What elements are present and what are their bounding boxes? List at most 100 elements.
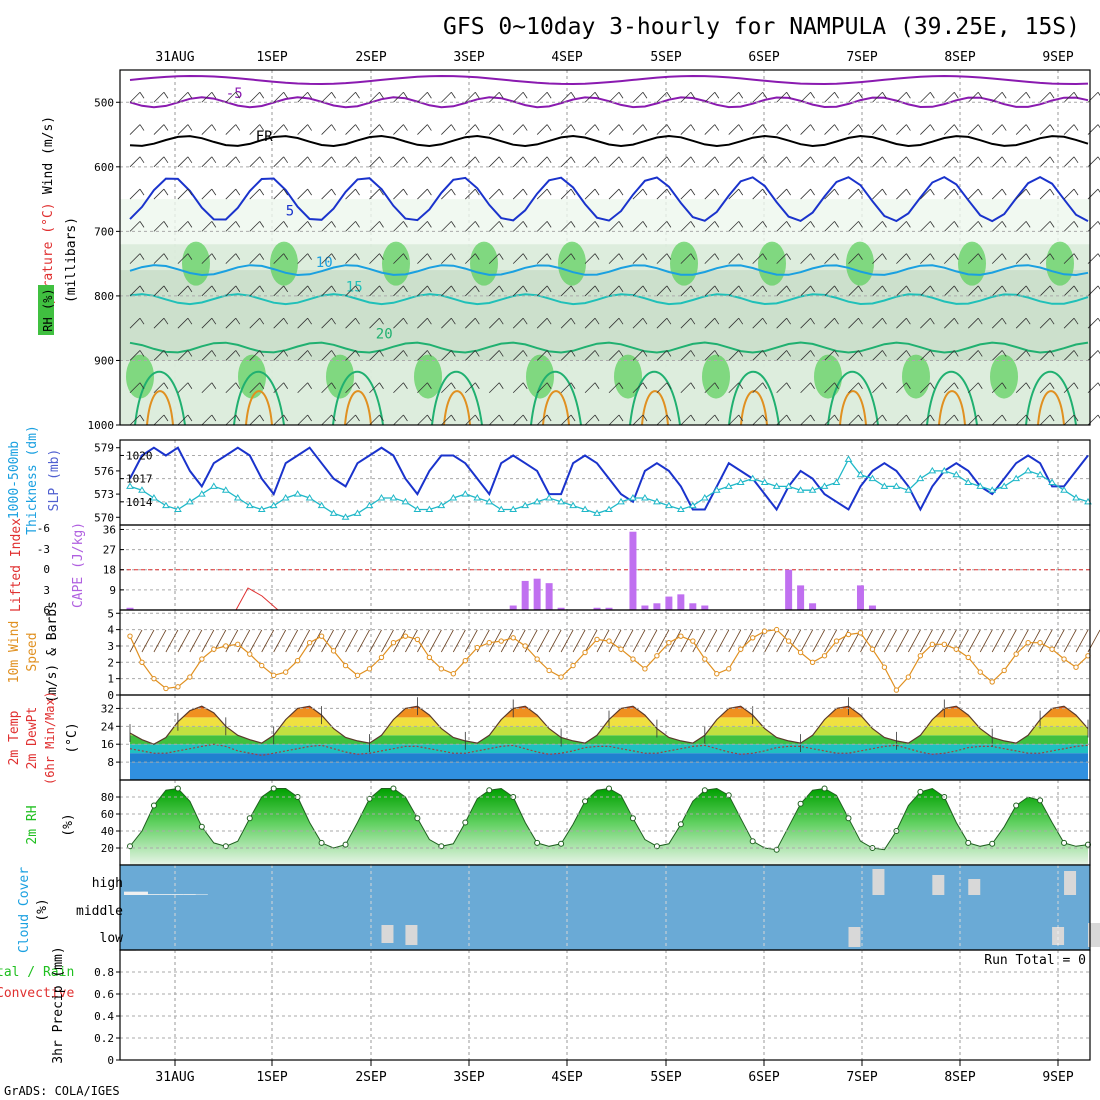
wind-speed-point bbox=[139, 659, 145, 666]
wind-barb bbox=[393, 317, 404, 329]
wind-barb-flag bbox=[810, 414, 815, 422]
wind-barb bbox=[608, 156, 620, 168]
wind-barb bbox=[608, 91, 620, 103]
rh-point bbox=[174, 785, 181, 792]
wind-barb bbox=[848, 350, 859, 361]
wind-barb bbox=[177, 629, 191, 653]
wind-speed-point bbox=[857, 630, 864, 636]
wind-barb-flag bbox=[977, 188, 983, 196]
wind-barb bbox=[967, 253, 979, 264]
wind-barb bbox=[1063, 188, 1075, 200]
wind-barb-flag bbox=[403, 285, 408, 293]
wind-barb bbox=[967, 350, 979, 361]
wind-barb-flag bbox=[666, 317, 672, 325]
wind-barb-flag bbox=[427, 382, 432, 389]
wind-barb-flag bbox=[451, 285, 456, 293]
wind-speed-point bbox=[750, 635, 756, 641]
isotherm-loop bbox=[542, 390, 570, 426]
wind-barb bbox=[584, 253, 596, 264]
cape-bar bbox=[593, 607, 601, 610]
wind-barb bbox=[141, 629, 155, 653]
rh-point bbox=[558, 840, 565, 847]
wind-barb-flag bbox=[930, 253, 935, 260]
tick-label: 900 bbox=[94, 354, 114, 367]
wind-barb-flag bbox=[594, 92, 600, 99]
wind-speed-point bbox=[869, 646, 876, 652]
rh-point bbox=[582, 798, 589, 805]
thickness-point bbox=[449, 493, 458, 501]
wind-speed-point bbox=[1073, 664, 1079, 670]
wind-barb-flag bbox=[642, 92, 648, 99]
wind-barb-flag bbox=[1073, 414, 1079, 422]
wind-speed-point bbox=[642, 666, 648, 672]
wind-barb-flag bbox=[1049, 317, 1055, 325]
wind-barb bbox=[249, 629, 263, 653]
wind-barb bbox=[1003, 629, 1017, 653]
wind-barb-flag bbox=[355, 350, 360, 357]
thickness-point bbox=[126, 482, 134, 489]
thickness-point bbox=[545, 493, 554, 501]
wind-barb bbox=[608, 350, 620, 361]
wind-barb bbox=[201, 221, 213, 232]
wind-barb-flag bbox=[307, 285, 312, 293]
thickness-point bbox=[209, 482, 218, 489]
bottom-date-label: 1SEP bbox=[256, 1070, 287, 1085]
rh-point bbox=[965, 839, 972, 846]
isotherm-loop bbox=[1025, 370, 1077, 426]
wind-barb bbox=[800, 124, 811, 135]
rh-high-blob bbox=[126, 354, 154, 399]
wind-barb bbox=[417, 285, 428, 297]
wind-speed-point bbox=[1025, 639, 1031, 646]
thickness-point bbox=[581, 505, 589, 513]
wind-barb bbox=[369, 91, 380, 103]
wind-barb-flag bbox=[522, 382, 528, 389]
wind-barb-flag bbox=[738, 253, 744, 260]
wind-barb-flag bbox=[139, 253, 145, 260]
wind-barb-flag bbox=[810, 92, 815, 99]
bottom-date-label: 4SEP bbox=[551, 1070, 582, 1085]
wind-barb bbox=[273, 414, 284, 426]
wind-barb bbox=[776, 317, 787, 329]
wind-barb-flag bbox=[522, 221, 528, 228]
wind-barb bbox=[177, 156, 189, 168]
wind-barb bbox=[656, 221, 668, 232]
wind-barb bbox=[920, 317, 931, 329]
wind-speed-point bbox=[678, 633, 684, 639]
slp-tick-label: 1020 bbox=[126, 449, 153, 462]
wind-barb-flag bbox=[1025, 350, 1031, 357]
lifted-index-axis-label: Lifted Index bbox=[9, 518, 24, 612]
wind-barb-flag bbox=[834, 124, 839, 131]
wind-barb bbox=[249, 317, 261, 329]
wind-barb-flag bbox=[211, 253, 217, 260]
wind-barb bbox=[920, 124, 931, 135]
cloud-block bbox=[405, 925, 418, 945]
wind-barb-flag bbox=[1049, 221, 1055, 228]
wind-speed-point bbox=[199, 656, 205, 662]
wind-barb bbox=[728, 188, 740, 200]
wind-barb bbox=[752, 221, 763, 232]
thickness-point bbox=[653, 497, 661, 505]
wind-barb-flag bbox=[1049, 188, 1055, 196]
wind-barb bbox=[177, 188, 189, 200]
wind-barb bbox=[1063, 156, 1075, 168]
wind-barb-flag bbox=[1001, 285, 1007, 293]
rh-point bbox=[486, 787, 493, 794]
wind-barb bbox=[608, 285, 620, 297]
wind-barb-flag bbox=[738, 350, 744, 357]
wind-barb bbox=[464, 629, 478, 653]
wind-barb-flag bbox=[834, 188, 839, 196]
wind-barb-flag bbox=[1049, 382, 1055, 389]
wind-barb bbox=[249, 188, 261, 200]
wind-barb bbox=[345, 91, 356, 103]
rh-high-blob bbox=[846, 241, 874, 286]
wind-barb bbox=[680, 124, 692, 135]
wind-barb bbox=[896, 382, 907, 394]
thickness-point bbox=[808, 486, 817, 493]
wind-barb-flag bbox=[834, 221, 839, 228]
wind-speed-point bbox=[330, 648, 337, 654]
thickness-point bbox=[868, 474, 877, 482]
wind-barb bbox=[776, 124, 787, 135]
wind-barb-flag bbox=[594, 382, 600, 389]
wind-barb bbox=[465, 382, 476, 394]
